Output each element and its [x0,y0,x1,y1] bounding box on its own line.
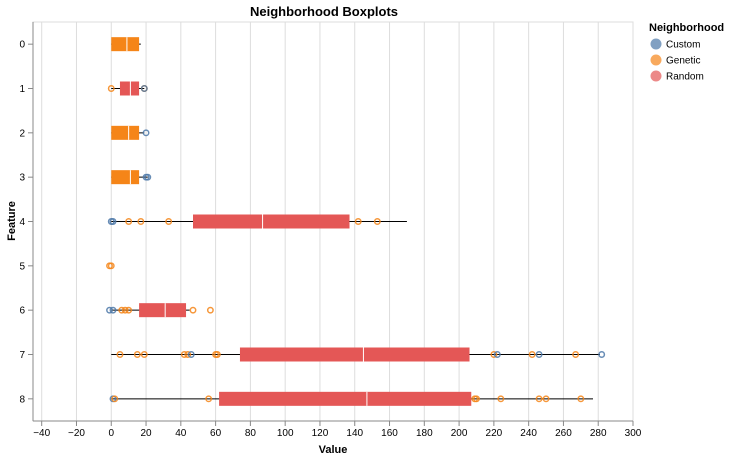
legend-title: Neighborhood [649,22,724,34]
x-tick-label: 300 [625,428,642,439]
outlier-point-genetic [542,395,550,403]
outlier-point-genetic [205,395,213,403]
outlier-point-genetic [206,306,214,314]
x-tick-label: 260 [555,428,572,439]
legend-swatch-genetic [650,54,662,66]
box-random [219,391,472,406]
legend-label-random: Random [666,72,704,83]
outlier-point-genetic [121,306,129,314]
outlier-point-custom [598,351,606,358]
outlier-point-genetic [213,351,221,358]
outlier-point-genetic [140,351,148,358]
outlier-point-genetic [118,306,126,314]
outlier-point-genetic [535,395,543,403]
legend-label-genetic: Genetic [666,56,700,67]
outlier-point-genetic [184,351,192,358]
outlier-point-genetic [490,351,498,358]
x-tick-label: 80 [245,428,257,439]
outlier-point-genetic [137,218,145,225]
legend-swatch-custom [650,38,662,50]
outlier-point-custom [144,173,152,181]
outlier-point-custom [142,129,150,137]
y-tick-label: 5 [19,261,25,272]
legend: Neighborhood Custom Genetic Random [649,22,724,83]
outlier-point-genetic [577,395,585,403]
y-tick-label: 2 [19,128,25,139]
x-tick-label: 20 [140,428,152,439]
outlier-point-genetic [528,351,536,358]
y-tick-label: 4 [19,217,25,228]
outlier-point-genetic [116,351,124,358]
outlier-point-custom [187,351,195,358]
x-tick-label: 220 [486,428,503,439]
box-genetic [111,37,140,52]
box-genetic [111,170,140,185]
outlier-point-genetic [497,395,505,403]
outlier-point-genetic [111,395,119,403]
x-tick-label: 60 [210,428,222,439]
x-tick-label: 280 [590,428,607,439]
x-tick-label: 240 [520,428,537,439]
y-tick-label: 1 [19,84,25,95]
legend-swatch-random [650,70,662,82]
outlier-point-custom [535,351,543,358]
outlier-point-custom [140,85,148,92]
outlier-point-genetic [165,218,173,225]
x-tick-label: −40 [33,428,50,439]
box-random [193,214,350,229]
x-tick-label: 160 [381,428,398,439]
outlier-point-genetic [180,351,188,358]
chart-title: Neighborhood Boxplots [250,4,398,19]
x-tick-label: 140 [346,428,363,439]
x-tick-label: 120 [312,428,329,439]
x-tick-label: 0 [108,428,114,439]
outlier-point-genetic [125,306,133,314]
box-random [119,81,140,96]
outlier-point-genetic [107,262,115,270]
outlier-point-custom [109,218,117,225]
x-tick-label: −20 [68,428,85,439]
outlier-point-genetic [189,306,197,314]
x-axis-title: Value [319,444,348,456]
x-tick-label: 40 [175,428,187,439]
outlier-point-custom [493,351,501,358]
box-random [139,303,187,318]
point-layer [106,85,606,403]
outlier-point-genetic [107,85,115,92]
legend-label-custom: Custom [666,40,700,51]
x-tick-label: 200 [451,428,468,439]
outlier-point-custom [109,306,117,314]
y-tick-label: 3 [19,173,25,184]
y-axis-title: Feature [6,201,18,241]
outlier-point-genetic [572,351,580,358]
axes: −40 −20 0 20 40 60 80 100 120 140 160 180 200 220 240 2… [19,22,642,439]
box-genetic [111,125,140,140]
outlier-point-custom [106,306,113,314]
outlier-point-genetic [473,395,480,403]
y-tick-label: 7 [19,350,25,361]
y-tick-label: 8 [19,394,25,405]
outlier-point-genetic [133,351,141,358]
y-tick-label: 0 [19,40,25,51]
x-tick-label: 100 [277,428,294,439]
y-tick-label: 6 [19,306,25,317]
outlier-point-genetic [373,218,381,225]
x-tick-label: 180 [416,428,433,439]
outlier-point-genetic [125,218,133,225]
outlier-point-genetic [354,218,362,225]
box-random [239,347,470,362]
